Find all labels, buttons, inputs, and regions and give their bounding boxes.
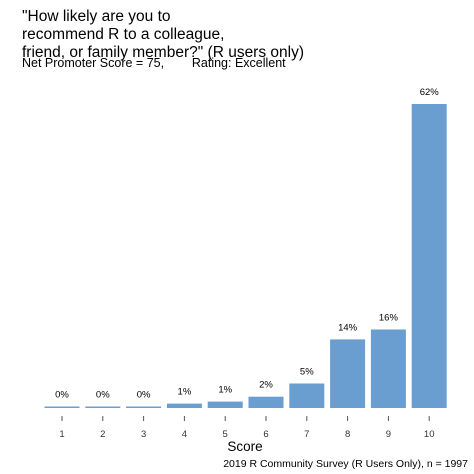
bar-1 — [44, 406, 80, 408]
bar-label-3: 0% — [137, 390, 151, 401]
x-tick-label-2: 2 — [100, 429, 105, 440]
bar-9 — [370, 329, 406, 408]
bar-label-1: 0% — [55, 390, 69, 401]
x-tick-label-9: 9 — [386, 429, 391, 440]
x-axis-label: Score — [227, 439, 262, 454]
bar-label-2: 0% — [96, 390, 110, 401]
chart-subtitle: Net Promoter Score = 75, Rating: Excelle… — [22, 56, 286, 70]
bar-label-8: 14% — [338, 322, 358, 333]
x-tick-label-10: 10 — [424, 429, 435, 440]
bar-label-4: 1% — [178, 387, 192, 398]
bars-group — [44, 104, 447, 408]
x-tick-label-7: 7 — [304, 429, 309, 440]
x-tick-label-8: 8 — [345, 429, 350, 440]
bar-8 — [330, 339, 366, 408]
bar-2 — [85, 406, 121, 408]
bar-3 — [126, 406, 162, 408]
bar-label-6: 2% — [259, 380, 273, 391]
bar-label-9: 16% — [379, 313, 399, 324]
x-tick-label-6: 6 — [263, 429, 268, 440]
x-tick-label-3: 3 — [141, 429, 146, 440]
bar-label-10: 62% — [420, 87, 440, 98]
chart-title: "How likely are you to recommend R to a … — [22, 8, 304, 61]
x-tick-label-1: 1 — [59, 429, 64, 440]
bar-5 — [207, 401, 243, 408]
bar-7 — [289, 383, 325, 408]
bar-label-5: 1% — [218, 385, 232, 396]
chart-caption: 2019 R Community Survey (R Users Only), … — [223, 458, 468, 470]
bar-label-7: 5% — [300, 367, 314, 378]
bar-labels-group: 0% 0% 0% 1% 1% 2% 5% 14% 16% 62% — [55, 87, 439, 401]
bar-6 — [248, 396, 284, 408]
bar-4 — [166, 403, 202, 408]
x-tick-label-5: 5 — [223, 429, 228, 440]
x-axis: 1 2 3 4 5 6 7 8 9 10 — [59, 416, 434, 440]
x-tick-label-4: 4 — [182, 429, 187, 440]
bar-10 — [411, 104, 447, 408]
